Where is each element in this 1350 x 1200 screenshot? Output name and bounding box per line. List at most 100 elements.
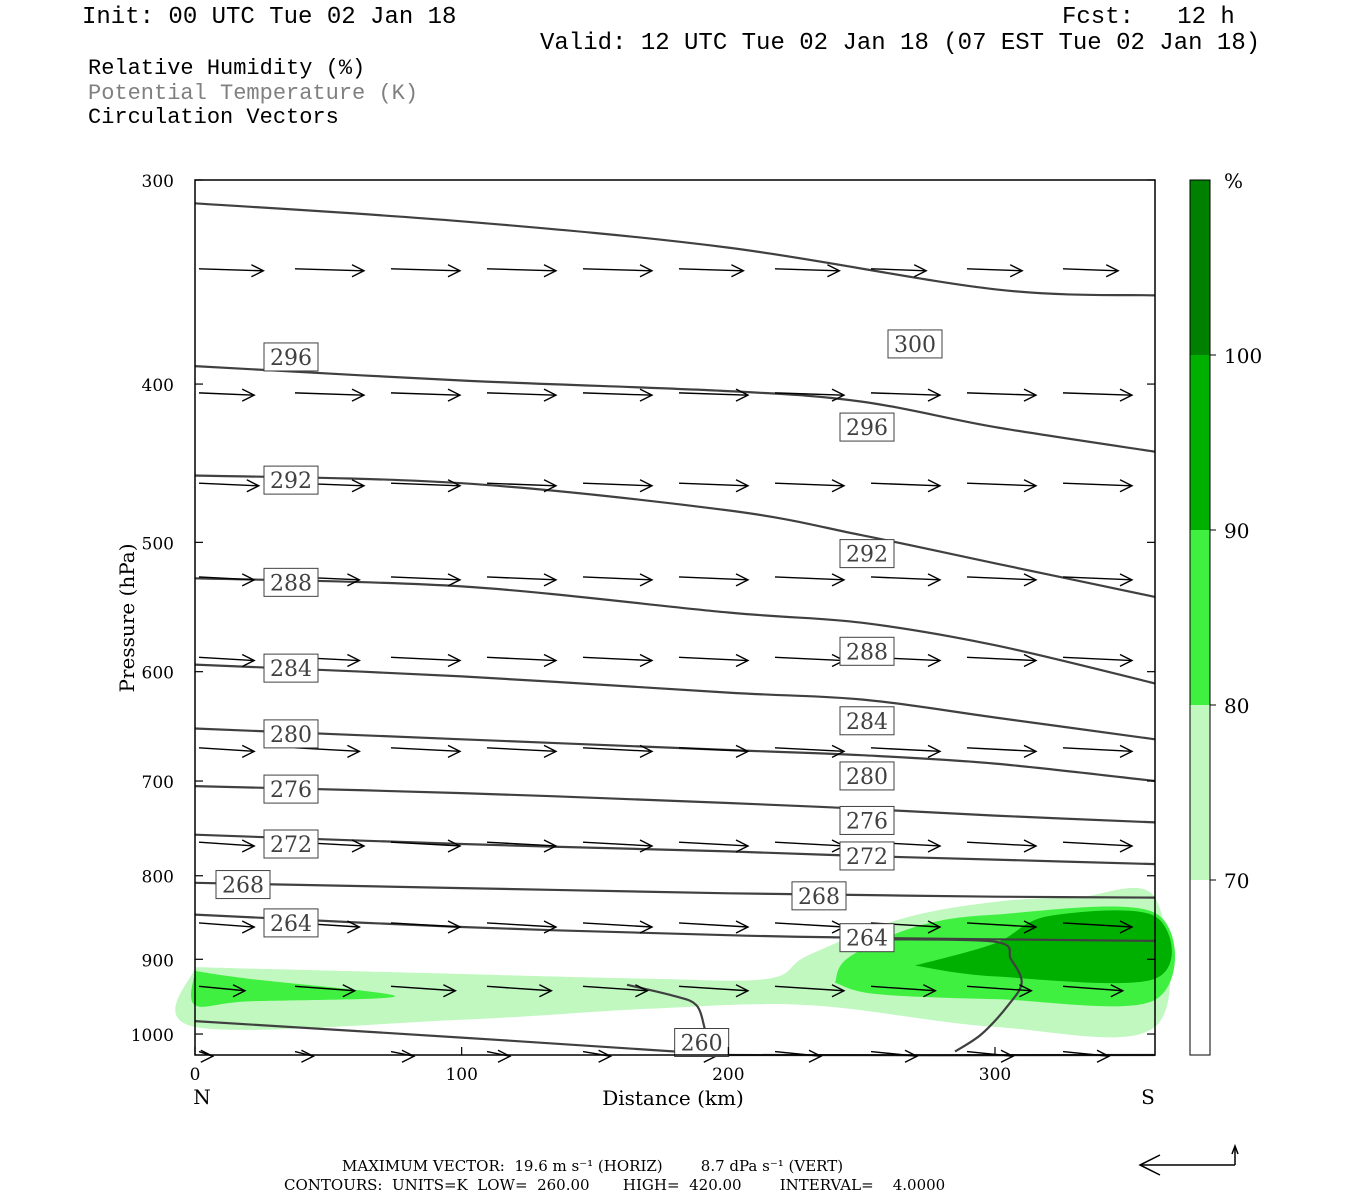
vector-head [543, 653, 558, 668]
vector-head [1023, 744, 1038, 758]
vector-shaft [582, 985, 648, 992]
colorbar-segment-2 [1190, 530, 1210, 705]
theta-contour-268 [194, 881, 1156, 899]
vector-arrow [390, 920, 462, 934]
vector-head [1105, 264, 1120, 278]
vector-shaft [678, 482, 749, 487]
vector-head [301, 1049, 315, 1063]
vector-head [1023, 388, 1038, 402]
vector-arrow [582, 920, 654, 934]
vector-shaft [390, 482, 461, 487]
contour-label: 296 [270, 346, 312, 371]
vector-arrow [198, 920, 256, 934]
vector-arrow [1062, 744, 1134, 758]
vector-head [635, 984, 649, 998]
y-tick-label: 900 [142, 951, 174, 971]
vector-arrow [774, 388, 846, 402]
vector-arrow [582, 264, 654, 278]
contour-label: 276 [270, 778, 312, 803]
vector-arrow [198, 479, 261, 493]
y-tick-label: 500 [142, 534, 174, 554]
contour-label: 276 [846, 809, 888, 834]
y-tick-label: 700 [142, 773, 174, 793]
vector-head [1023, 479, 1038, 493]
theta-contour-layer [194, 202, 1156, 1057]
vector-shaft [294, 985, 355, 992]
vector-shaft [486, 747, 557, 753]
vector-head [1096, 1049, 1111, 1063]
vector-arrow [1062, 653, 1134, 668]
vector-shaft [390, 841, 461, 847]
contour-label: 284 [270, 657, 312, 682]
vector-head [923, 984, 937, 998]
vector-head [251, 264, 265, 278]
vector-shaft [582, 482, 653, 487]
init-time: Init: 00 UTC Tue 02 Jan 18 [82, 4, 457, 31]
vector-shaft [870, 268, 927, 272]
vector-shaft [678, 841, 749, 847]
vector-shaft [582, 747, 653, 753]
vector-arrow [198, 839, 256, 853]
vector-shaft [678, 922, 749, 928]
vector-head [347, 653, 361, 668]
valid-time: Valid: 12 UTC Tue 02 Jan 18 (07 EST Tue … [540, 30, 1261, 57]
vector-head [401, 1049, 416, 1063]
colorbar-level-label: 80 [1224, 694, 1249, 718]
colorbar-segment-0 [1190, 180, 1210, 355]
vector-shaft [486, 482, 557, 487]
vector-head [735, 479, 750, 493]
rh-region-rh90-3 [915, 910, 1172, 984]
vector-arrow [294, 984, 357, 998]
vector-arrow [582, 573, 654, 587]
vector-arrow [966, 984, 1033, 998]
vector-head [827, 264, 841, 278]
x-end-label-south: S [1141, 1085, 1155, 1109]
contour-label-box [791, 881, 847, 911]
contour-label: 296 [846, 416, 888, 441]
vector-shaft [198, 656, 255, 662]
max-vector-note: MAXIMUM VECTOR: 19.6 m s⁻¹ (HORIZ) 8.7 d… [342, 1157, 844, 1175]
vector-arrow [390, 264, 462, 278]
vector-shaft [870, 482, 941, 487]
theta-contour-300 [194, 202, 1156, 297]
contour-label: 272 [270, 833, 312, 858]
vector-arrow [486, 1049, 512, 1063]
vector-head [543, 573, 558, 587]
vector-shaft [774, 482, 845, 487]
vector-head [927, 573, 942, 587]
vector-arrow [198, 388, 256, 402]
vector-shaft [486, 392, 557, 396]
x-tick-label: 0 [190, 1065, 201, 1085]
contour-label-box [839, 539, 895, 569]
vector-head [447, 388, 462, 402]
vector-arrow [1062, 839, 1134, 853]
vector-arrow [582, 839, 654, 853]
vector-shaft [1062, 576, 1133, 581]
vector-shaft [390, 747, 461, 753]
vector-arrow [390, 573, 462, 587]
vector-head [1119, 920, 1134, 934]
contour-label-box [263, 342, 319, 372]
vector-arrow [486, 744, 558, 758]
vector-head [200, 1049, 215, 1063]
vector-shaft [678, 268, 744, 272]
vector-shaft [966, 985, 1032, 992]
vector-shaft [678, 656, 749, 662]
vector-shaft [198, 985, 246, 992]
field-theta-label: Potential Temperature (K) [88, 81, 419, 106]
contour-label-box [215, 870, 271, 900]
vector-shaft [966, 656, 1037, 662]
contour-label: 264 [270, 912, 312, 937]
vector-arrow [678, 479, 750, 493]
contour-label: 268 [222, 874, 264, 899]
vector-shaft [870, 985, 936, 992]
vector-head [347, 744, 361, 758]
vector-arrow [966, 920, 1038, 934]
vector-head [639, 744, 654, 758]
vector-shaft [870, 747, 941, 753]
vector-shaft [966, 392, 1037, 396]
vector-head [927, 920, 942, 934]
y-tick-label: 800 [142, 868, 174, 888]
vector-head [241, 388, 256, 402]
contour-label: 292 [846, 543, 888, 568]
